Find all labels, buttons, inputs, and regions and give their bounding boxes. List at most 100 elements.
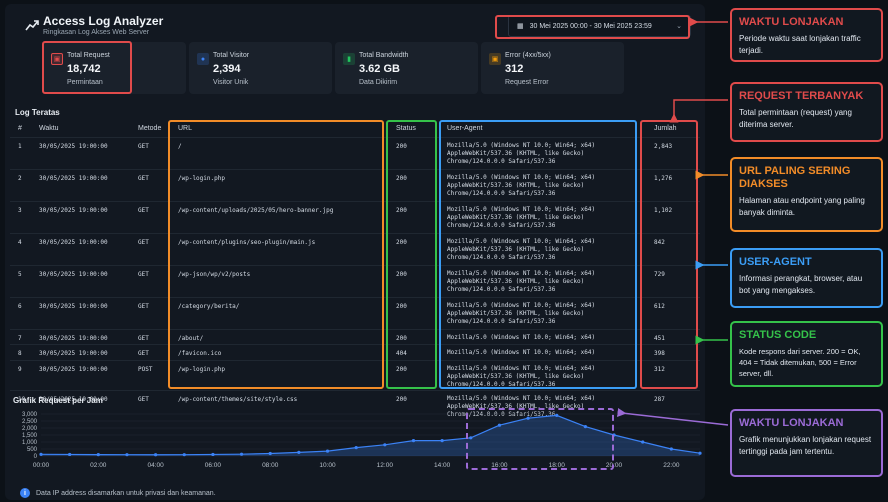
col-url: URL [178,125,193,132]
annotation-title: URL PALING SERING DIAKSES [739,165,851,190]
chart-point[interactable] [154,453,158,457]
user-agent-line: Chrome/124.0.0.0 Safari/537.36 [447,411,556,418]
chart-point[interactable] [39,452,43,456]
table-row[interactable]: 3 30/05/2025 19:00:00 GET/wp-content/uploa… [10,201,700,233]
date-range-label: 30 Mei 2025 00:00 - 30 Mei 2025 23:59 [529,22,652,30]
card-label: Total Bandwidth [359,52,409,59]
chart-point[interactable] [211,452,215,457]
table-row[interactable]: 1 30/05/2025 19:00:00 GET / 200 2,843 Mozilla/… [10,137,700,169]
chart-point[interactable] [68,452,72,457]
table-row[interactable]: 2 30/05/2025 19:00:00 GET/wp-login.php 200 1… [10,169,700,201]
user-agent-line: AppleWebKit/537.36 (KHTML, like Gecko) [447,310,585,317]
chart-point[interactable] [411,439,416,443]
chart-point[interactable] [497,423,502,427]
annotation-desc: Grafik menunjukkan lonjakan request tert… [739,435,872,456]
user-agent-line: AppleWebKit/537.36 (KHTML, like Gecko) [447,214,585,221]
table-row[interactable]: 9 30/05/2025 19:00:00 POST/wp-login.php 200… [10,360,700,390]
card-error: ▣ Error (4xx/5xx) 312 Request Error [481,42,624,94]
annotation-desc: Informasi perangkat, browser, atau bot y… [739,274,863,295]
chart-point[interactable] [268,451,272,456]
chart-title: Grafik Request per Jam [13,396,103,405]
row-user-agent: Mozilla/5.0 (Windows NT 10.0; Win64; x64… [447,349,643,357]
row-user-agent: Mozilla/5.0 (Windows NT 10.0; Win64; x64… [447,142,643,166]
row-url[interactable]: /wp-json/wp/v2/posts [178,271,251,278]
card-value: 3.62 GB [359,63,400,75]
col-user-agent: User-Agent [447,125,483,132]
table-row[interactable]: 10 30/05/2025 19:00:00 GET/wp-content/them… [10,390,700,420]
user-agent-line: Mozilla/5.0 (Windows NT 10.0; Win64; x64… [447,395,596,402]
x-tick-label: 12:00 [377,462,394,469]
x-tick-label: 04:00 [147,462,164,469]
y-tick-label: 2,000 [22,426,38,432]
highlight-count-column [640,120,698,389]
table-row[interactable]: 4 30/05/2025 19:00:00 GET/wp-content/plugi… [10,233,700,265]
table-row[interactable]: 7 30/05/2025 19:00:00 GET/about/200 451 Mozi… [10,329,700,344]
user-agent-line: Mozilla/5.0 (Windows NT 10.0; Win64; x64… [447,365,596,372]
user-agent-line: AppleWebKit/537.36 (KHTML, like Gecko) [447,182,585,189]
row-url[interactable]: /wp-content/uploads/2025/05/hero-banner.… [178,207,334,214]
chart-area [41,415,700,456]
app-subtitle: Ringkasan Log Akses Web Server [43,29,150,36]
row-url[interactable]: /wp-login.php [178,366,225,373]
row-url[interactable]: /wp-login.php [178,175,225,182]
annotation-user-agent: USER-AGENT Informasi perangkat, browser,… [730,248,883,308]
row-url[interactable]: / [178,143,182,150]
chart-point[interactable] [297,450,301,454]
chart-line [40,414,701,456]
chart-point[interactable] [440,439,444,443]
row-count: 1,102 [654,207,673,214]
chart-point[interactable] [698,451,702,455]
chart-point[interactable] [641,440,645,444]
row-number: 1 [18,143,22,150]
table-row[interactable]: 5 30/05/2025 19:00:00 GET/wp-json/wp/v2/po… [10,265,700,297]
card-label: Total Visitor [213,52,250,59]
row-time: 30/05/2025 19:00:00 [39,143,108,150]
chart-point[interactable] [239,452,244,456]
card-caption: Visitor Unik [213,79,249,86]
chart-point[interactable] [325,449,330,453]
chart-point[interactable] [383,443,387,447]
chart-point[interactable] [182,453,186,457]
row-number: 2 [18,175,22,182]
row-number: 4 [18,239,22,246]
col-count: Jumlah [654,125,677,132]
annotation-peak-period: WAKTU LONJAKAN Periode waktu saat lonjak… [730,8,883,62]
row-user-agent: Mozilla/5.0 (Windows NT 10.0; Win64; x64… [447,334,643,342]
card-caption: Permintaan [67,79,103,86]
chart-point[interactable] [96,453,100,457]
row-url[interactable]: /wp-content/themes/site/style.css [178,396,298,403]
y-tick-label: 500 [27,447,38,453]
row-status: 200 [396,239,407,246]
row-number: 5 [18,271,22,278]
annotation-desc: Periode waktu saat lonjakan traffic terj… [739,34,861,55]
row-number: 9 [18,366,22,373]
chart-point[interactable] [526,416,530,420]
chart-point[interactable] [555,413,559,417]
table-row[interactable]: 6 30/05/2025 19:00:00 GET/category/berita/… [10,297,700,329]
card-value: 2,394 [213,63,241,75]
row-url[interactable]: /about/ [178,335,204,342]
row-url[interactable]: /category/berita/ [178,303,240,310]
user-agent-line: Chrome/124.0.0.0 Safari/537.36 [447,222,556,229]
row-url[interactable]: /wp-content/plugins/seo-plugin/main.js [178,239,316,246]
annotation-status-code: STATUS CODE Kode respons dari server. 20… [730,321,883,387]
chart-point[interactable] [125,453,129,457]
app-window: Access Log Analyzer Ringkasan Log Akses … [5,4,705,500]
table-header: # Waktu Metode URL Status User-Agent Jum… [10,121,700,137]
row-url[interactable]: /favicon.ico [178,350,222,357]
chart-point[interactable] [583,425,587,429]
y-tick-label: 3,000 [22,412,38,418]
chart-point[interactable] [669,447,673,451]
chart-point[interactable] [354,446,358,450]
row-status: 200 [396,271,407,278]
row-method: POST [138,366,153,373]
table-row[interactable]: 8 30/05/2025 19:00:00 GET/favicon.ico 404 39… [10,344,700,360]
row-method: GET [138,335,149,342]
user-agent-line: Mozilla/5.0 (Windows NT 10.0; Win64; x64… [447,142,596,149]
row-time: 30/05/2025 19:00:00 [39,335,108,342]
col-status: Status [396,125,416,132]
chart-point[interactable] [469,436,473,440]
col-method: Metode [138,125,162,132]
row-count: 451 [654,335,665,342]
row-number: 6 [18,303,22,310]
